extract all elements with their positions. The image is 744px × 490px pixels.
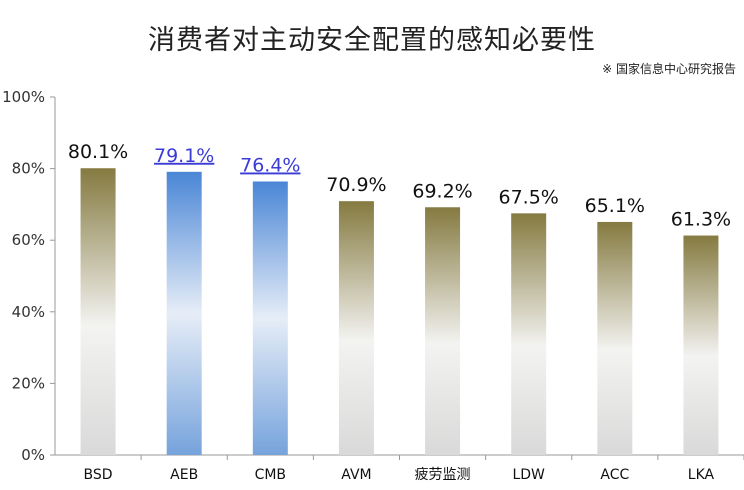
- x-tick-label: CMB: [255, 467, 286, 483]
- bar-value-label[interactable]: 76.4%: [240, 154, 300, 176]
- bar-avm: [338, 201, 374, 455]
- bar-lka: [683, 235, 719, 455]
- bar-value-label: 67.5%: [499, 186, 559, 208]
- y-tick-label: 40%: [12, 303, 45, 321]
- y-tick-label: 100%: [2, 88, 45, 106]
- bar-value-label: 65.1%: [585, 195, 645, 217]
- x-tick-label: BSD: [84, 467, 113, 483]
- bar-value-label: 80.1%: [68, 141, 128, 163]
- source-note: ※ 国家信息中心研究报告: [602, 62, 736, 76]
- x-tick-label: 疲劳监测: [415, 466, 471, 483]
- x-tick-label: LKA: [688, 467, 715, 483]
- bar-acc: [597, 221, 633, 455]
- bar-value-label: 69.2%: [412, 180, 472, 202]
- bar-bsd: [80, 168, 116, 455]
- bar-value-label[interactable]: 79.1%: [154, 145, 214, 167]
- y-tick-label: 80%: [12, 160, 45, 178]
- x-tick-label: AVM: [341, 467, 371, 483]
- bar-value-label: 61.3%: [671, 209, 731, 231]
- y-tick-label: 60%: [12, 231, 45, 249]
- bar-aeb: [166, 171, 202, 455]
- bar-ldw: [511, 213, 547, 455]
- chart-title: 消费者对主动安全配置的感知必要性: [148, 25, 596, 56]
- bar-cmb: [252, 181, 288, 455]
- y-tick-label: 0%: [21, 446, 45, 464]
- bar-value-label: 70.9%: [326, 174, 386, 196]
- bar-疲劳监测: [425, 207, 461, 455]
- x-tick-label: ACC: [600, 467, 629, 483]
- x-tick-label: AEB: [170, 467, 198, 483]
- y-tick-label: 20%: [12, 374, 45, 392]
- x-tick-label: LDW: [512, 467, 545, 483]
